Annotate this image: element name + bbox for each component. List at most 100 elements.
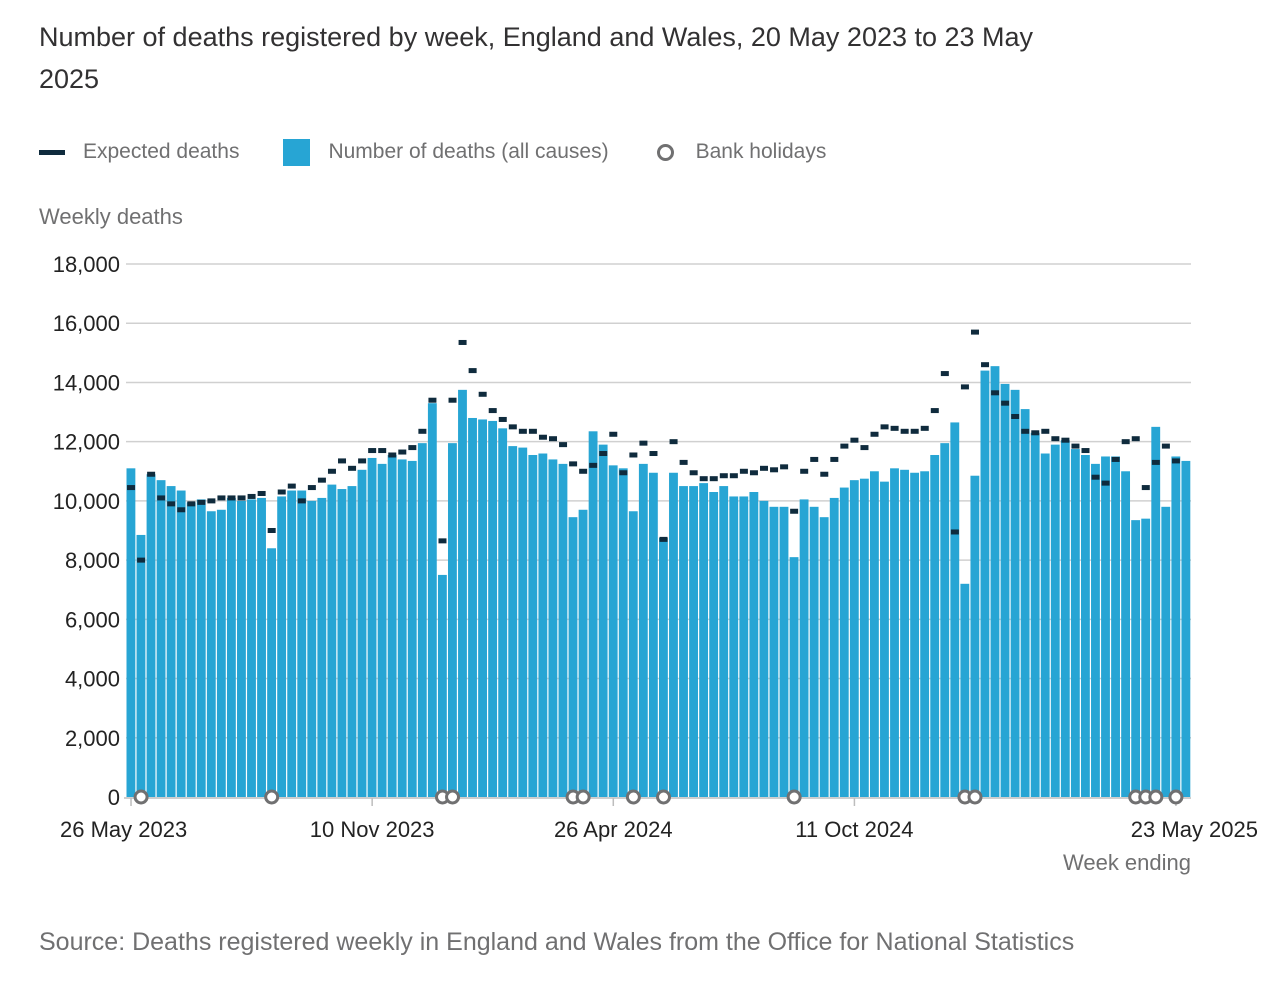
expected-deaths-marker (1151, 459, 1160, 465)
y-axis-title: Weekly deaths (39, 204, 183, 229)
death-bar (648, 472, 658, 797)
x-axis: 26 May 2023 10 Nov 2023 26 Apr 2024 11 Oct … (60, 797, 1258, 842)
death-bar (297, 490, 307, 797)
death-bar (166, 486, 176, 797)
expected-deaths-line-icon (39, 149, 65, 155)
death-bar (357, 469, 367, 797)
death-bar (317, 497, 327, 797)
death-bar (307, 500, 317, 797)
death-bar (950, 422, 960, 797)
bank-holiday-marker (967, 789, 983, 805)
expected-deaths-marker (890, 425, 899, 431)
death-bar (1000, 383, 1010, 797)
death-bar (126, 468, 136, 797)
expected-deaths-marker (1161, 443, 1170, 449)
death-bar (247, 499, 256, 797)
death-bar (578, 509, 588, 797)
expected-deaths-marker (1091, 474, 1100, 480)
expected-deaths-marker (448, 397, 457, 403)
death-bar (1161, 506, 1171, 797)
expected-deaths-marker (528, 428, 537, 434)
legend-label-expected: Expected deaths (83, 140, 240, 163)
expected-deaths-marker (187, 501, 196, 507)
legend-item-expected[interactable]: Expected deaths (39, 140, 239, 164)
expected-deaths-marker (207, 498, 216, 504)
death-bar (427, 403, 437, 797)
expected-deaths-marker (267, 528, 276, 533)
expected-deaths-marker (960, 384, 969, 390)
expected-deaths-marker (227, 495, 236, 501)
death-bar (176, 490, 186, 797)
death-bar (397, 459, 407, 797)
death-bar (1080, 454, 1090, 797)
legend: Expected deaths Number of deaths (all ca… (39, 137, 870, 167)
death-bar (819, 517, 829, 797)
death-bar (759, 500, 769, 797)
expected-deaths-marker (488, 408, 497, 414)
expected-deaths-marker (1021, 428, 1030, 434)
expected-deaths-marker (297, 498, 306, 504)
expected-deaths-marker (408, 445, 417, 451)
legend-item-deaths[interactable]: Number of deaths (all causes) (283, 138, 609, 166)
death-bar (880, 481, 889, 797)
death-bar (659, 537, 668, 797)
deaths-bar-swatch-icon (283, 138, 311, 166)
expected-deaths-marker (770, 467, 779, 473)
death-bar (327, 484, 337, 797)
expected-deaths-marker (1001, 400, 1010, 406)
death-bar (990, 366, 1000, 797)
death-bar (980, 370, 990, 797)
expected-deaths-marker (619, 470, 628, 476)
death-bar (287, 490, 297, 797)
expected-deaths-marker (790, 508, 799, 514)
expected-deaths-marker (599, 451, 608, 457)
expected-deaths-marker (739, 468, 748, 474)
death-bar (226, 497, 236, 797)
expected-deaths-marker (217, 495, 226, 501)
expected-deaths-marker (1131, 436, 1140, 442)
expected-deaths-marker (1171, 458, 1180, 464)
bank-holiday-marker (1148, 789, 1164, 805)
death-bar (679, 486, 688, 797)
expected-deaths-marker (1061, 437, 1070, 443)
expected-deaths-marker (649, 451, 658, 457)
expected-deaths-marker (679, 459, 688, 465)
expected-deaths-marker (157, 495, 166, 501)
death-bar (638, 463, 648, 797)
bank-holiday-circle-icon (656, 143, 674, 161)
death-bar (1020, 409, 1030, 797)
death-bar (206, 511, 216, 797)
death-bar (739, 496, 749, 797)
expected-deaths-marker (870, 431, 879, 437)
expected-deaths-marker (920, 425, 929, 431)
death-bar (910, 472, 920, 797)
death-bar (417, 443, 427, 797)
legend-item-holidays[interactable]: Bank holidays (653, 140, 827, 164)
death-bar (267, 548, 277, 797)
death-bar (1010, 389, 1020, 797)
expected-deaths-marker (820, 471, 829, 477)
expected-deaths-marker (388, 452, 397, 458)
death-bar (669, 472, 678, 797)
legend-label-holidays: Bank holidays (695, 140, 827, 163)
expected-deaths-marker (780, 464, 789, 470)
death-bar (1030, 432, 1040, 797)
death-bar (568, 517, 578, 797)
death-bar (719, 486, 729, 797)
expected-deaths-marker (830, 456, 839, 462)
expected-deaths-marker (137, 557, 146, 563)
death-bar (186, 502, 196, 797)
death-bar (749, 492, 759, 797)
expected-deaths-marker (1081, 448, 1090, 454)
bank-holiday-marker (264, 789, 280, 805)
x-tick-label: 10 Nov 2023 (310, 817, 435, 842)
expected-deaths-marker (1111, 456, 1120, 462)
death-bar (1171, 456, 1181, 797)
expected-deaths-marker (569, 461, 578, 467)
expected-deaths-marker (428, 397, 437, 403)
death-bar (1070, 449, 1080, 797)
expected-deaths-marker (880, 424, 889, 430)
death-bar (478, 419, 487, 797)
death-bar (960, 583, 970, 797)
expected-deaths-marker (800, 468, 809, 474)
